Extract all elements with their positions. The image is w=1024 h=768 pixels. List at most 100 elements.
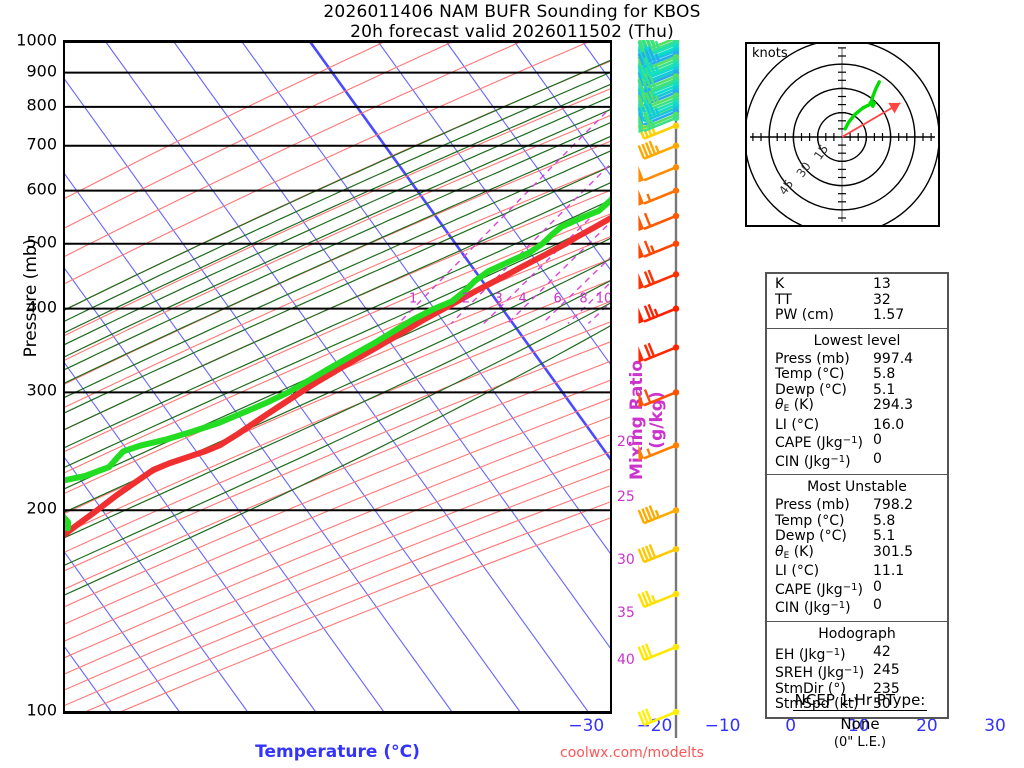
lowest-level-rows: Press (mb) 997.4 Temp (°C) 5.8 Dewp (°C) 5.1 θ… <box>767 350 947 471</box>
pressure-tick-label: 900 <box>26 61 57 81</box>
mixing-ratio-tick-label: 20 <box>617 434 635 450</box>
ptype-liquid-equivalent: (0" L.E.) <box>833 735 887 750</box>
svg-text:8: 8 <box>579 292 587 307</box>
svg-text:4: 4 <box>519 292 527 307</box>
temperature-tick-label: −30 <box>568 716 605 736</box>
index-value: 11.1 <box>873 563 905 579</box>
svg-text:10: 10 <box>596 292 610 307</box>
page-title-line2: 20h forecast valid 2026011502 (Thu) <box>350 22 674 42</box>
table-row: SREH (Jkg−1) 245 <box>767 662 947 682</box>
table-row: StmSpd (kt) 50 <box>767 696 947 713</box>
temperature-tick-label: 10 <box>847 716 870 736</box>
pressure-axis: 100 200 300 400 500 600 700 800 900 1000 <box>0 31 63 720</box>
table-row: CIN (Jkg−1) 0 <box>767 597 947 617</box>
index-key: StmDir (°) <box>775 680 846 697</box>
index-value: 42 <box>873 643 891 660</box>
index-value: 245 <box>873 662 900 678</box>
pressure-tick-label: 600 <box>26 179 57 199</box>
mixing-ratio-tick-label: 40 <box>617 652 635 668</box>
index-value: 0 <box>873 432 882 448</box>
index-value: 5.8 <box>873 512 896 529</box>
index-key: Press (mb) <box>775 497 850 513</box>
index-key: PW (cm) <box>775 307 834 323</box>
table-row: CIN (Jkg−1) 0 <box>767 450 947 471</box>
pressure-tick-label: 700 <box>26 134 57 154</box>
hodograph-stats-rows: EH (Jkg−1) 42 SREH (Jkg−1) 245 StmDir (°) 235… <box>767 643 947 713</box>
index-key: Press (mb) <box>775 350 850 367</box>
svg-text:3: 3 <box>495 292 503 307</box>
pressure-tick-label: 200 <box>26 498 57 518</box>
table-row: PW (cm) 1.57 <box>767 307 947 324</box>
most-unstable-rows: Press (mb) 798.2 Temp (°C) 5.8 Dewp (°C) 5.1 θ… <box>767 497 947 617</box>
indices-section-top: K 13 TT 32 PW (cm) 1.57 <box>767 274 947 329</box>
temperature-tick-label: 20 <box>916 716 938 736</box>
mixing-ratio-tick-label: 35 <box>617 605 635 621</box>
indices-panel: K 13 TT 32 PW (cm) 1.57 Lowest level Pre… <box>765 272 949 719</box>
table-row: θE (K) 294.3 <box>767 397 947 418</box>
index-value: 235 <box>873 680 900 697</box>
index-key: θE (K) <box>775 543 814 561</box>
index-value: 5.8 <box>873 366 896 382</box>
index-value: 0 <box>873 450 882 467</box>
index-key: TT <box>775 291 792 308</box>
ptype-panel: NCEP 1-Hr PType: None (0" L.E.) <box>740 690 980 750</box>
index-key: θE (K) <box>775 397 814 414</box>
index-key: LI (°C) <box>775 563 820 579</box>
table-row: K 13 <box>767 276 947 293</box>
temperature-tick-label: −20 <box>636 716 673 736</box>
svg-text:30: 30 <box>794 159 814 180</box>
index-value: 5.1 <box>873 528 896 544</box>
index-value: 32 <box>873 291 891 308</box>
watermark: coolwx.com/modelts <box>560 745 704 761</box>
index-key: StmSpd (kt) <box>775 696 859 712</box>
svg-text:6: 6 <box>554 292 562 307</box>
index-value: 1.57 <box>873 307 905 323</box>
indices-section-hodograph: Hodograph EH (Jkg−1) 42 SREH (Jkg−1) 245 Stm… <box>767 622 947 717</box>
table-row: LI (°C) 16.0 <box>767 416 947 434</box>
index-key: Dewp (°C) <box>775 528 847 544</box>
index-key: SREH (Jkg−1) <box>775 665 865 681</box>
table-row: Press (mb) 798.2 <box>767 497 947 514</box>
pressure-tick-label: 400 <box>26 297 57 317</box>
index-key: CIN (Jkg−1) <box>775 600 851 616</box>
temperature-tick-label: 30 <box>984 716 1006 736</box>
index-value: 301.5 <box>873 543 914 560</box>
table-row: CAPE (Jkg−1) 0 <box>767 578 947 599</box>
index-key: Temp (°C) <box>775 366 845 382</box>
pressure-tick-label: 300 <box>26 380 57 400</box>
table-row: EH (Jkg−1) 42 <box>767 643 947 664</box>
temperature-axis-label: Temperature (°C) <box>255 742 420 762</box>
hodograph-chart: 15 30 45 <box>744 39 940 235</box>
index-key: K <box>775 276 785 292</box>
mixing-ratio-tick-label: 25 <box>617 489 635 505</box>
section-heading: Most Unstable <box>807 479 907 495</box>
table-row: θE (K) 301.5 <box>767 543 947 565</box>
temperature-tick-label: −10 <box>704 716 741 736</box>
table-row: Temp (°C) 5.8 <box>767 366 947 383</box>
index-key: LI (°C) <box>775 416 820 433</box>
table-row: LI (°C) 11.1 <box>767 563 947 580</box>
pressure-tick-label: 800 <box>26 95 57 115</box>
index-value: 997.4 <box>873 350 914 367</box>
table-row: Temp (°C) 5.8 <box>767 512 947 530</box>
page-title-line1: 2026011406 NAM BUFR Sounding for KBOS <box>323 2 701 22</box>
section-heading: Hodograph <box>818 625 896 642</box>
index-value: 16.0 <box>873 416 905 433</box>
pressure-tick-label: 500 <box>26 232 57 252</box>
index-value: 0 <box>873 578 882 595</box>
indices-section-lowest-level: Lowest level Press (mb) 997.4 Temp (°C) 5.8… <box>767 329 947 475</box>
table-row: TT 32 <box>767 291 947 309</box>
wind-barb-column <box>616 32 728 740</box>
index-key: EH (Jkg−1) <box>775 646 846 663</box>
index-value: 0 <box>873 597 882 613</box>
index-key: CAPE (Jkg−1) <box>775 435 863 451</box>
index-value: 798.2 <box>873 497 914 513</box>
pressure-tick-label: 1000 <box>16 30 57 50</box>
skewt-logp-chart: 1 2 3 4 6 8 10 <box>63 40 612 714</box>
indices-section-most-unstable: Most Unstable Press (mb) 798.2 Temp (°C) 5.… <box>767 475 947 622</box>
table-row: StmDir (°) 235 <box>767 680 947 698</box>
svg-text:15: 15 <box>811 142 831 163</box>
svg-text:45: 45 <box>776 177 796 198</box>
temperature-axis: −30−20−10010203040 <box>63 716 1006 742</box>
ptype-value: None <box>840 715 880 733</box>
